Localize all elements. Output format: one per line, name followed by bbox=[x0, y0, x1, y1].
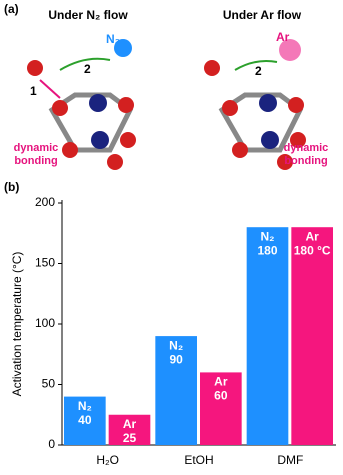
bar bbox=[64, 396, 106, 445]
gas-molecule bbox=[279, 39, 301, 61]
metal-atom bbox=[261, 131, 279, 149]
y-tick-label: 150 bbox=[35, 256, 55, 270]
series-name-label: N₂ bbox=[78, 399, 92, 413]
condition-title: Under Ar flow bbox=[223, 8, 302, 22]
oxygen-atom bbox=[52, 100, 68, 116]
condition-title: Under N₂ flow bbox=[48, 8, 128, 22]
annotation: dynamic bbox=[284, 142, 329, 154]
schematic-right: Under Ar flow Ar 2 dynamic bonding bbox=[204, 8, 328, 170]
solvent bbox=[277, 154, 293, 170]
oxygen-atom bbox=[290, 132, 306, 148]
annotation: dynamic bbox=[14, 142, 59, 154]
solvent bbox=[107, 154, 123, 170]
solvent bbox=[204, 60, 220, 76]
arrow bbox=[234, 60, 278, 71]
bar bbox=[291, 227, 333, 445]
oxygen-atom bbox=[288, 97, 304, 113]
series-name-label: Ar bbox=[123, 417, 137, 431]
solvent bbox=[27, 60, 43, 76]
y-tick-label: 200 bbox=[35, 195, 55, 209]
bar bbox=[155, 336, 197, 445]
series-name-label: Ar bbox=[214, 375, 228, 389]
oxygen-atom bbox=[232, 142, 248, 158]
oxygen-atom bbox=[120, 132, 136, 148]
panel-label: (b) bbox=[4, 180, 19, 194]
bar bbox=[200, 372, 242, 445]
annotation: bonding bbox=[14, 155, 57, 167]
value-label: 180 °C bbox=[294, 243, 331, 257]
step-label: 2 bbox=[84, 62, 91, 76]
gas-molecule bbox=[114, 39, 132, 57]
arrow bbox=[39, 79, 61, 99]
metal-atom bbox=[89, 94, 107, 112]
value-label: 90 bbox=[169, 352, 183, 366]
metal-atom bbox=[91, 131, 109, 149]
x-tick-label: H₂O bbox=[96, 453, 119, 467]
oxygen-atom bbox=[222, 100, 238, 116]
series-name-label: N₂ bbox=[169, 338, 183, 352]
oxygen-atom bbox=[62, 142, 78, 158]
x-tick-label: EtOH bbox=[184, 453, 213, 467]
y-tick-label: 50 bbox=[42, 377, 56, 391]
step-label: 2 bbox=[255, 64, 262, 78]
gas-label: N₂ bbox=[106, 32, 120, 46]
value-label: 40 bbox=[78, 413, 92, 427]
value-label: 60 bbox=[214, 389, 228, 403]
y-axis-label: Activation temperature (°C) bbox=[10, 252, 24, 397]
y-tick-label: 100 bbox=[35, 316, 55, 330]
annotation: bonding bbox=[284, 155, 327, 167]
series-name-label: N₂ bbox=[261, 229, 275, 243]
y-tick-label: 0 bbox=[48, 437, 55, 451]
oxygen-atom bbox=[118, 97, 134, 113]
series-name-label: Ar bbox=[305, 229, 319, 243]
arrow bbox=[59, 57, 111, 71]
bar bbox=[246, 227, 289, 445]
gas-label: Ar bbox=[276, 30, 290, 44]
bar bbox=[108, 414, 151, 445]
value-label: 25 bbox=[123, 431, 137, 445]
schematic-left: Under N₂ flow N₂ 2 1 dynamic bonding bbox=[14, 8, 136, 170]
panel-label: (a) bbox=[4, 2, 19, 16]
value-label: 180 bbox=[257, 243, 277, 257]
step-label: 1 bbox=[30, 84, 37, 98]
x-tick-label: DMF bbox=[277, 453, 303, 467]
metal-atom bbox=[259, 94, 277, 112]
